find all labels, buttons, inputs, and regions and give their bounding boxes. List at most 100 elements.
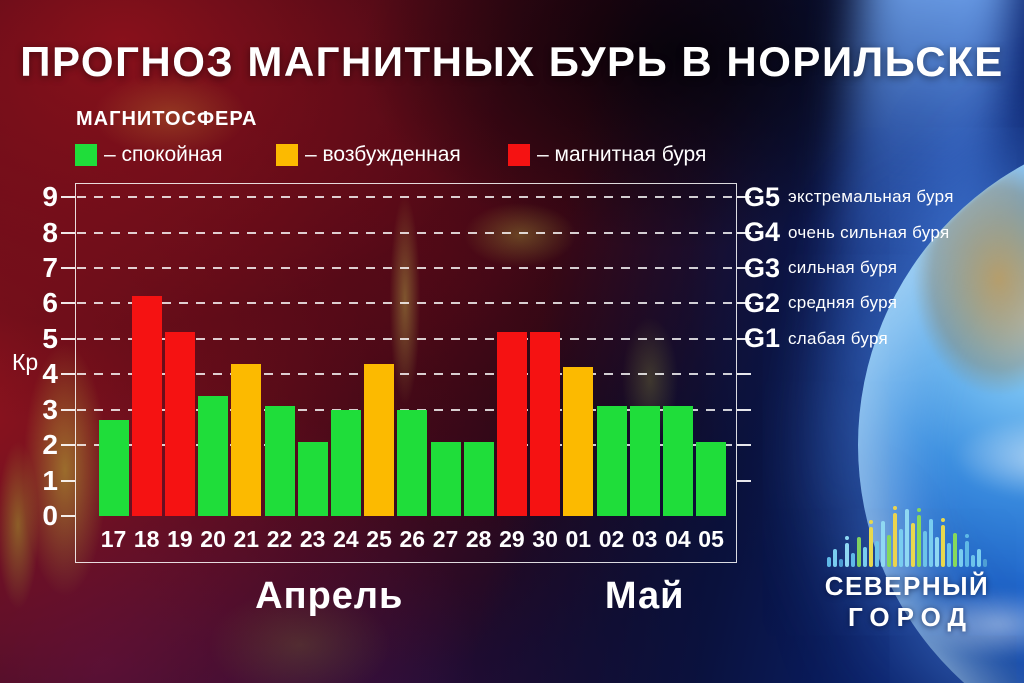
legend-swatch-storm bbox=[508, 144, 530, 166]
day-label: 02 bbox=[598, 526, 625, 552]
y-axis-label: 9 bbox=[42, 181, 58, 213]
day-label: 25 bbox=[366, 526, 392, 552]
kp-bar-21 bbox=[231, 363, 262, 516]
month-label: Апрель bbox=[255, 575, 404, 617]
day-label: 29 bbox=[499, 526, 525, 552]
kp-bar-25 bbox=[364, 363, 395, 516]
y-axis-label: 8 bbox=[42, 216, 58, 248]
equalizer-bar bbox=[935, 537, 939, 567]
logo-text-line1: СЕВЕРНЫЙ bbox=[824, 571, 990, 601]
equalizer-bar bbox=[893, 506, 897, 567]
equalizer-bar bbox=[941, 518, 945, 567]
g-description: средняя буря bbox=[788, 293, 898, 313]
g-index: G5 bbox=[744, 181, 781, 212]
gridline bbox=[77, 231, 735, 234]
legend-label: – спокойная bbox=[104, 143, 223, 166]
logo-text-line2: ГОРОД bbox=[847, 602, 974, 632]
legend-item-storm: – магнитная буря bbox=[508, 143, 706, 167]
equalizer-bar bbox=[965, 534, 969, 567]
kp-bar-05 bbox=[696, 441, 727, 516]
y-axis-tick bbox=[61, 444, 75, 447]
y-axis-label: 7 bbox=[42, 252, 58, 284]
g-index: G1 bbox=[744, 323, 781, 354]
equalizer-bar bbox=[839, 559, 843, 567]
y-axis-label: 1 bbox=[42, 464, 58, 496]
day-label: 17 bbox=[100, 526, 127, 552]
y-axis-tick bbox=[61, 231, 75, 234]
day-label: 03 bbox=[631, 526, 658, 552]
equalizer-bar bbox=[977, 549, 981, 567]
day-label: 21 bbox=[233, 526, 260, 552]
gridline bbox=[77, 302, 735, 305]
y-axis-label: 5 bbox=[42, 322, 58, 354]
kp-bar-19 bbox=[164, 331, 195, 516]
legend-label: – возбужденная bbox=[305, 143, 461, 166]
right-axis-tick bbox=[737, 337, 751, 340]
right-axis-tick bbox=[737, 373, 751, 376]
day-label: 26 bbox=[399, 526, 426, 552]
legend: – спокойная – возбужденная – магнитная бур… bbox=[75, 143, 706, 167]
right-axis-tick bbox=[737, 196, 751, 199]
kp-bar-26 bbox=[397, 409, 428, 516]
right-axis-tick bbox=[737, 444, 751, 447]
equalizer-bar bbox=[833, 549, 837, 567]
g-scale-row: G3 сильная буря bbox=[744, 253, 897, 283]
legend-item-excited: – возбужденная bbox=[276, 143, 508, 167]
y-axis-tick bbox=[61, 408, 75, 411]
legend-swatch-excited bbox=[276, 144, 298, 166]
right-axis-tick bbox=[737, 231, 751, 234]
magnetosphere-label: МАГНИТОСФЕРА bbox=[76, 108, 258, 130]
equalizer-bar bbox=[917, 508, 921, 567]
kp-bar-30 bbox=[530, 331, 561, 516]
kp-bar-27 bbox=[430, 441, 461, 516]
y-axis-title: Кр bbox=[12, 349, 39, 375]
g-scale-row: G4 очень сильная буря bbox=[744, 217, 950, 248]
gridline bbox=[77, 196, 735, 199]
legend-item-calm: – спокойная bbox=[75, 143, 276, 167]
equalizer-bar bbox=[911, 523, 915, 567]
kp-bar-02 bbox=[596, 406, 627, 516]
page-title: ПРОГНОЗ МАГНИТНЫХ БУРЬ В НОРИЛЬСКЕ bbox=[20, 38, 1004, 85]
day-label: 23 bbox=[299, 526, 326, 552]
day-label: 19 bbox=[167, 526, 193, 552]
day-label: 05 bbox=[698, 526, 724, 552]
equalizer-bar bbox=[881, 521, 885, 567]
kp-bar-24 bbox=[330, 409, 361, 516]
equalizer-bar bbox=[851, 553, 855, 567]
day-label: 28 bbox=[465, 526, 492, 552]
kp-bar-20 bbox=[198, 395, 229, 516]
logo-equalizer-icon bbox=[822, 503, 992, 567]
day-label: 20 bbox=[200, 526, 226, 552]
equalizer-bar bbox=[857, 537, 861, 567]
g-index: G4 bbox=[744, 217, 781, 248]
month-label: Май bbox=[604, 575, 685, 617]
kp-bar-29 bbox=[496, 331, 527, 516]
g-description: очень сильная буря bbox=[788, 222, 950, 242]
kp-bar-28 bbox=[463, 441, 494, 516]
right-axis-tick bbox=[737, 267, 751, 270]
day-label: 04 bbox=[665, 526, 691, 552]
right-axis-tick bbox=[737, 302, 751, 305]
g-scale-row: G5 экстремальная буря bbox=[744, 182, 954, 212]
day-label: 22 bbox=[266, 526, 293, 552]
day-label: 01 bbox=[565, 526, 592, 552]
y-axis-label: 4 bbox=[42, 358, 58, 390]
right-axis-tick bbox=[737, 408, 751, 411]
y-axis-tick bbox=[61, 337, 75, 340]
gridline bbox=[77, 373, 735, 376]
equalizer-bar bbox=[905, 509, 909, 567]
equalizer-bar bbox=[887, 535, 891, 567]
equalizer-bar bbox=[929, 519, 933, 567]
equalizer-bar bbox=[899, 529, 903, 567]
equalizer-bar bbox=[971, 555, 975, 567]
g-scale-row: G1 слабая буря bbox=[744, 323, 888, 354]
legend-swatch-calm bbox=[75, 144, 97, 166]
kp-bar-01 bbox=[563, 367, 594, 516]
equalizer-bar bbox=[947, 543, 951, 567]
day-label: 18 bbox=[133, 526, 160, 552]
kp-bar-23 bbox=[297, 441, 328, 516]
y-axis-tick bbox=[61, 302, 75, 305]
chart-frame bbox=[75, 183, 737, 563]
y-axis-tick bbox=[61, 267, 75, 270]
equalizer-bar bbox=[923, 531, 927, 567]
